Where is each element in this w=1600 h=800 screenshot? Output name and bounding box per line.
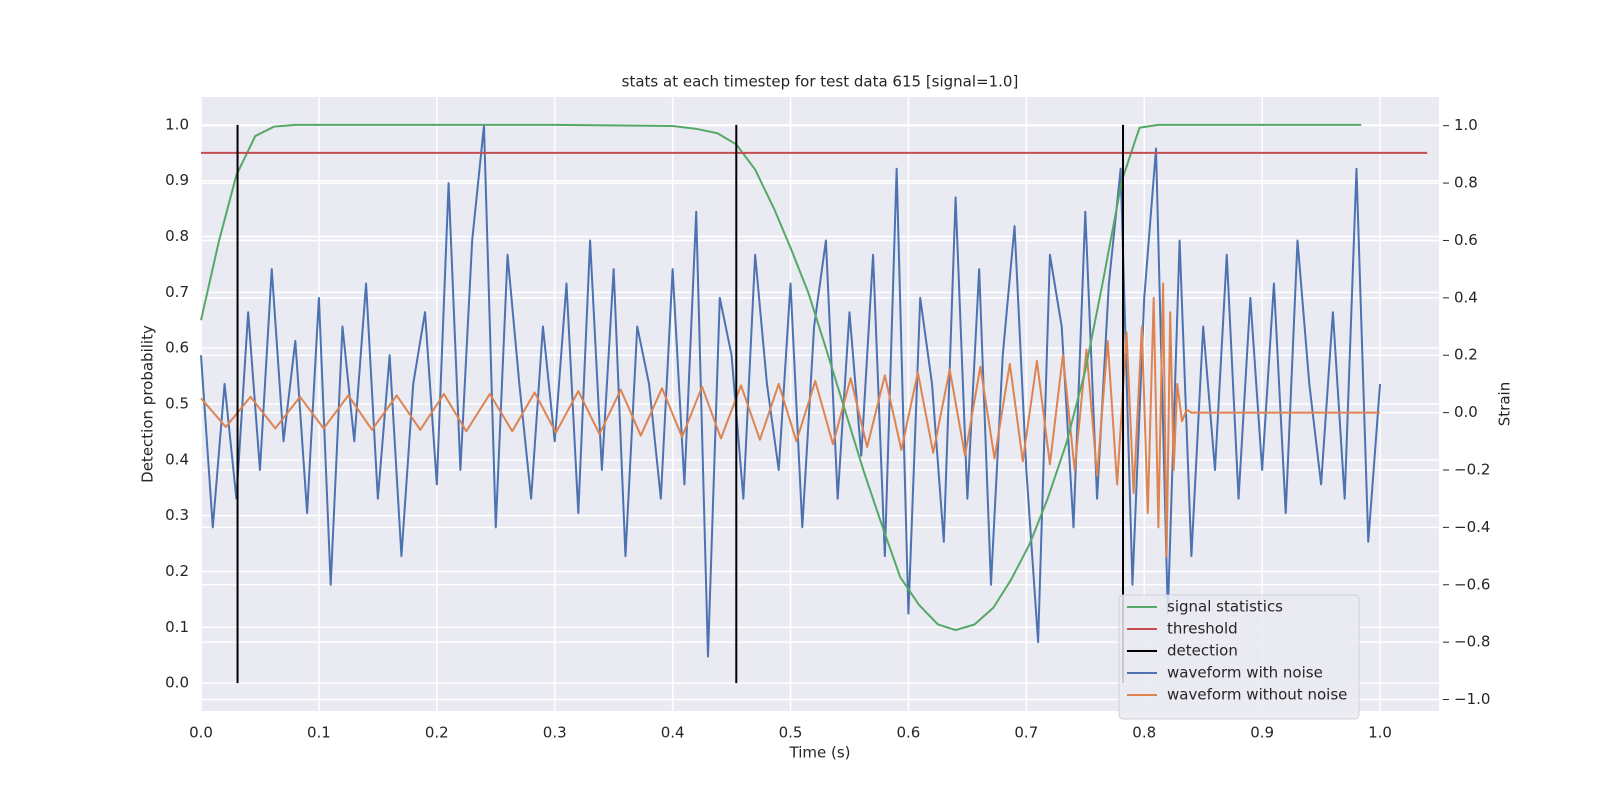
x-axis-label: Time (s): [789, 744, 851, 762]
legend-label: waveform without noise: [1167, 686, 1347, 704]
y2-tick-label: 0.8: [1454, 174, 1478, 192]
y-tick-label: 0.0: [165, 674, 189, 692]
legend-label: signal statistics: [1167, 598, 1283, 616]
x-tick-label: 0.5: [779, 724, 803, 742]
y-tick-label: 0.6: [165, 339, 189, 357]
x-tick-label: 0.1: [307, 724, 331, 742]
x-tick-label: 0.0: [189, 724, 213, 742]
y2-tick-label: 1.0: [1454, 116, 1478, 134]
legend-label: waveform with noise: [1167, 664, 1323, 682]
y2-tick-label: 0.0: [1454, 403, 1478, 421]
chart-title: stats at each timestep for test data 615…: [622, 73, 1019, 91]
y-axis-label: Detection probability: [139, 325, 157, 483]
y2-tick-label: −0.2: [1454, 460, 1490, 478]
y2-tick-label: −0.4: [1454, 518, 1490, 536]
x-tick-label: 0.2: [425, 724, 449, 742]
legend-label: threshold: [1167, 620, 1238, 638]
y-tick-label: 0.2: [165, 562, 189, 580]
y-tick-label: 0.1: [165, 618, 189, 636]
y2-tick-label: −0.8: [1454, 633, 1490, 651]
y-tick-label: 0.7: [165, 283, 189, 301]
series-line: [200, 282, 1381, 558]
x-tick-label: 0.8: [1132, 724, 1156, 742]
x-tick-label: 0.3: [543, 724, 567, 742]
series-line: [200, 124, 1382, 658]
y-tick-label: 0.9: [165, 171, 189, 189]
legend-label: detection: [1167, 642, 1238, 660]
y-tick-label: 0.8: [165, 227, 189, 245]
legend-box: [1118, 594, 1360, 720]
y-tick-label: 1.0: [165, 115, 189, 133]
x-tick-label: 0.6: [896, 724, 920, 742]
y2-tick-label: 0.2: [1454, 346, 1478, 364]
y-tick-label: 0.5: [165, 395, 189, 413]
y2-tick-label: −1.0: [1454, 690, 1490, 708]
x-tick-label: 0.9: [1250, 724, 1274, 742]
grid: [200, 97, 1439, 711]
x-tick-label: 1.0: [1368, 724, 1392, 742]
y-tick-label: 0.3: [165, 506, 189, 524]
series-line: [200, 123, 1362, 632]
y2-axis-label: Strain: [1496, 382, 1514, 426]
legend: signal statistics threshold detection wavef…: [1118, 594, 1360, 720]
y2-tick-label: −0.6: [1454, 575, 1490, 593]
x-tick-label: 0.7: [1014, 724, 1038, 742]
y2-tick-label: 0.6: [1454, 231, 1478, 249]
y2-tick-label: 0.4: [1454, 288, 1478, 306]
y-tick-label: 0.4: [165, 450, 189, 468]
x-tick-label: 0.4: [661, 724, 685, 742]
